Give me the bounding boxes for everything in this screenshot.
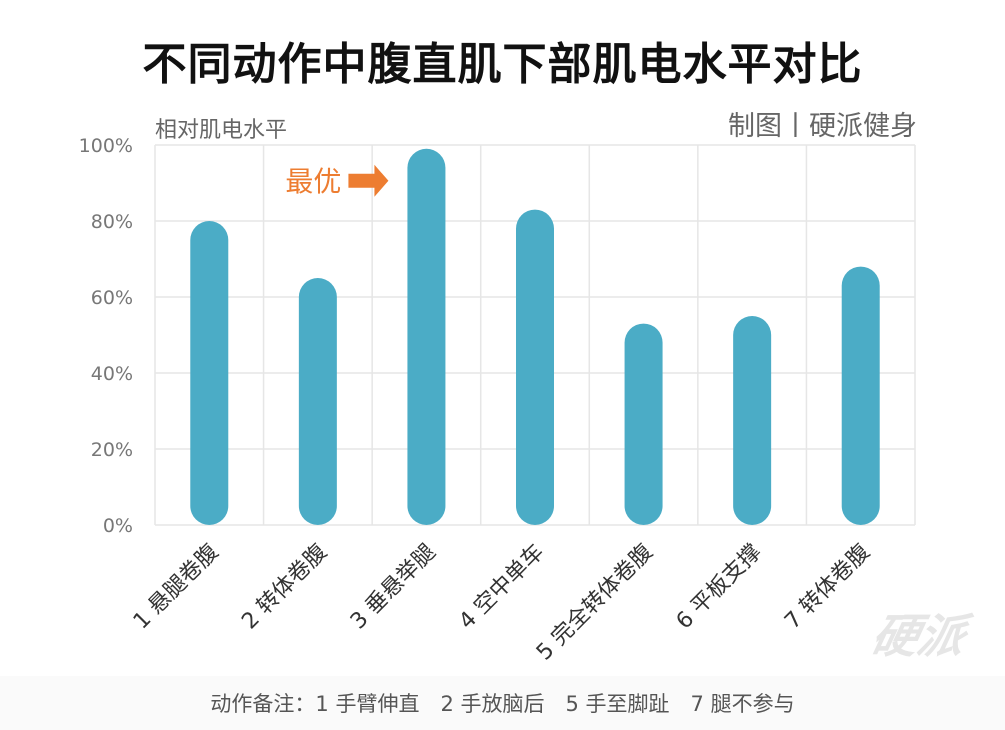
bar xyxy=(516,209,554,525)
bar xyxy=(407,148,446,526)
bar xyxy=(624,323,663,525)
y-tick-label: 0% xyxy=(103,515,133,537)
footnote-background xyxy=(0,676,1005,730)
chart-title: 不同动作中腹直肌下部肌电水平对比 xyxy=(142,39,863,90)
bars xyxy=(190,148,880,526)
bar-chart: 0% 20% 40% 60% 80% 100% 相对肌电水平 1 悬腿卷腹 2 转体卷腹 3 … xyxy=(79,118,916,666)
annotation: 最优 xyxy=(285,164,389,198)
x-tick-label: 2 转体卷腹 xyxy=(237,540,332,635)
y-tick-label: 100% xyxy=(79,135,133,157)
bar xyxy=(298,278,337,525)
y-tick-label: 80% xyxy=(91,211,133,233)
chart-grid xyxy=(154,144,916,526)
x-tick-label: 4 空中单车 xyxy=(454,540,549,635)
annotation-text: 最优 xyxy=(285,165,341,198)
y-tick-label: 20% xyxy=(91,439,133,461)
x-tick-label: 3 垂悬举腿 xyxy=(346,540,441,635)
credit-text: 制图丨硬派健身 xyxy=(728,111,917,142)
footnote: 动作备注：1 手臂伸直 2 手放脑后 5 手至脚趾 7 腿不参与 xyxy=(210,692,795,716)
y-axis-ticks: 0% 20% 40% 60% 80% 100% xyxy=(79,135,133,537)
x-tick-label: 5 完全转体卷腹 xyxy=(532,540,658,666)
bar xyxy=(190,221,229,525)
x-tick-label: 1 悬腿卷腹 xyxy=(129,540,224,635)
y-tick-label: 40% xyxy=(91,363,133,385)
bar xyxy=(733,316,772,525)
right-arrow-icon xyxy=(348,164,389,197)
bar xyxy=(841,266,880,525)
y-tick-label: 60% xyxy=(91,287,133,309)
y-axis-label: 相对肌电水平 xyxy=(155,118,287,143)
x-tick-label: 6 平板支撑 xyxy=(672,540,767,635)
x-tick-label: 7 转体卷腹 xyxy=(780,540,875,635)
